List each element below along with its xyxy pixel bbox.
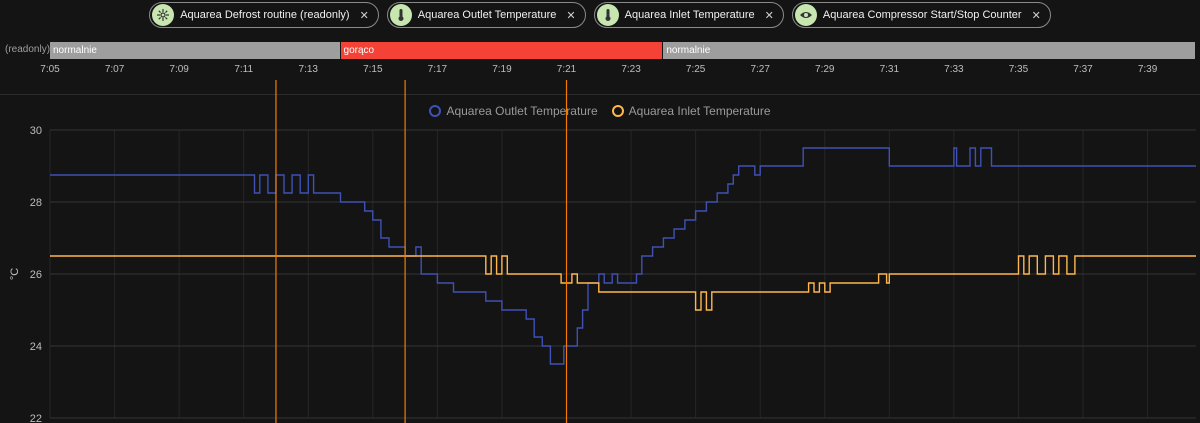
y-axis-label: °C [9,268,21,280]
series-line-inlet [50,255,1196,311]
x-tick-label: 7:27 [750,64,770,75]
chip-outlet-temperature[interactable]: Aquarea Outlet Temperature ✕ [386,2,586,28]
state-timeline: normalnie gorąco normalnie [50,42,1196,59]
legend-item-outlet[interactable]: Aquarea Outlet Temperature [429,102,598,120]
x-tick-label: 7:29 [815,64,835,75]
thermometer-icon [596,4,619,26]
close-icon[interactable]: ✕ [764,9,774,22]
chip-label: Aquarea Outlet Temperature [417,9,557,21]
timeline-segment[interactable]: normalnie [663,42,1196,59]
close-icon[interactable]: ✕ [1031,9,1041,22]
chip-label: Aquarea Inlet Temperature [624,9,755,21]
x-tick-label: 7:19 [492,64,512,75]
x-tick-label: 7:15 [363,64,383,75]
chip-compressor-counter[interactable]: Aquarea Compressor Start/Stop Counter ✕ [791,2,1051,28]
thermometer-icon [389,4,412,26]
legend-label: Aquarea Inlet Temperature [628,104,771,118]
x-tick-label: 7:37 [1073,64,1093,75]
chip-label: Aquarea Defrost routine (readonly) [180,9,350,21]
close-icon[interactable]: ✕ [359,9,369,22]
divider [0,94,1200,95]
x-tick-label: 7:33 [944,64,964,75]
x-tick-label: 7:39 [1137,64,1158,75]
snowflake-sun-icon [152,4,175,26]
y-tick-label: 24 [30,341,42,353]
x-tick-label: 7:21 [556,64,577,75]
x-tick-label: 7:07 [104,64,125,75]
entity-chip-bar: Aquarea Defrost routine (readonly) ✕ Aqu… [0,2,1200,30]
chip-label: Aquarea Compressor Start/Stop Counter [822,9,1022,21]
chart-legend: Aquarea Outlet Temperature Aquarea Inlet… [0,102,1200,120]
legend-item-inlet[interactable]: Aquarea Inlet Temperature [611,102,771,120]
legend-label: Aquarea Outlet Temperature [446,104,598,118]
chip-inlet-temperature[interactable]: Aquarea Inlet Temperature ✕ [593,2,784,28]
x-tick-label: 7:23 [621,64,641,75]
y-tick-label: 22 [30,413,42,423]
close-icon[interactable]: ✕ [566,9,576,22]
legend-swatch [429,105,442,117]
timeline-segment[interactable]: normalnie [50,42,341,59]
time-axis: 7:05 7:07 7:09 7:11 7:13 7:15 7:17 7:19 7:21 7:23… [0,64,1200,80]
series-line-outlet [50,147,1196,365]
y-tick-label: 28 [30,197,42,209]
chip-defrost-routine[interactable]: Aquarea Defrost routine (readonly) ✕ [149,2,379,28]
y-tick-label: 30 [30,125,42,137]
x-tick-label: 7:17 [427,64,448,75]
x-tick-label: 7:25 [685,64,706,75]
x-tick-label: 7:11 [234,64,254,75]
x-tick-label: 7:35 [1008,64,1029,75]
timeline-segment[interactable]: gorąco [340,42,664,59]
legend-swatch [611,105,624,117]
x-tick-label: 7:31 [879,64,900,75]
x-tick-label: 7:05 [40,64,60,75]
x-tick-label: 7:09 [169,64,189,75]
timeline-label: (readonly) [5,44,51,55]
x-tick-label: 7:13 [298,64,318,75]
eye-icon [794,4,817,26]
y-tick-label: 26 [30,269,42,281]
